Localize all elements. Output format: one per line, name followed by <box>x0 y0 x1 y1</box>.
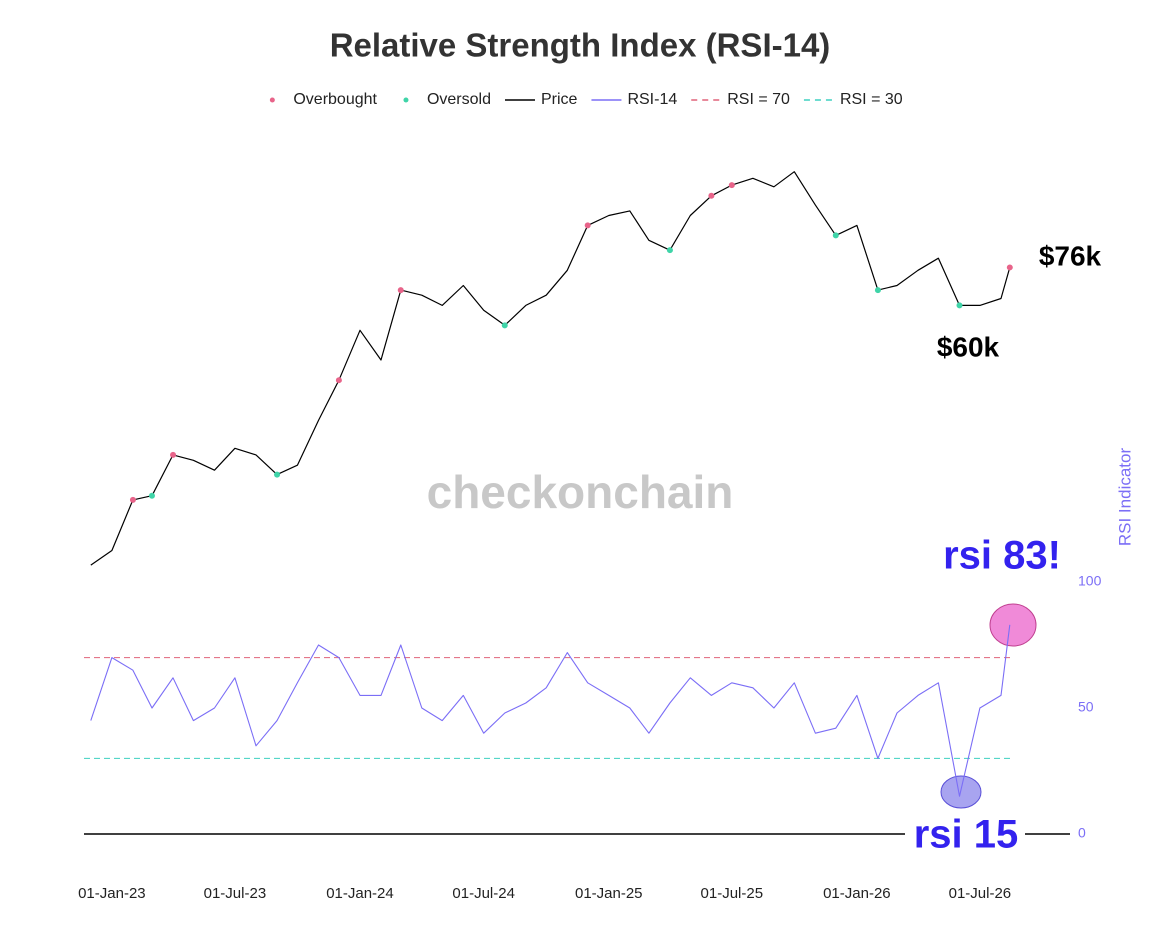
x-tick-label: 01-Jul-25 <box>701 885 764 902</box>
legend-label: RSI = 70 <box>727 91 790 108</box>
marker-point <box>1006 264 1013 271</box>
marker-point <box>335 377 342 384</box>
marker-point <box>956 302 963 309</box>
y2-axis-label: RSI Indicator <box>1115 448 1134 547</box>
annotation: rsi 15 <box>914 813 1019 857</box>
legend-label: RSI-14 <box>627 91 677 108</box>
rsi-line <box>90 624 1011 797</box>
marker-point <box>274 471 281 478</box>
highlight-circle <box>989 603 1037 647</box>
marker-point <box>832 232 839 239</box>
x-tick-label: 01-Jan-26 <box>823 885 891 902</box>
annotation: $60k <box>937 331 1000 362</box>
y2-tick-label: 100 <box>1078 573 1102 589</box>
annotation-background <box>905 816 1025 854</box>
x-tick-label: 01-Jul-26 <box>949 885 1012 902</box>
marker-point <box>129 496 136 503</box>
legend-label: Overbought <box>293 91 377 108</box>
x-tick-label: 01-Jan-25 <box>575 885 643 902</box>
marker-point <box>501 322 508 329</box>
marker-point <box>170 451 177 458</box>
marker-point <box>584 222 591 229</box>
x-tick-label: 01-Jul-23 <box>204 885 267 902</box>
legend-symbol <box>269 97 275 103</box>
marker-point <box>874 287 881 294</box>
marker-point <box>708 192 715 199</box>
marker-point <box>397 287 404 294</box>
annotation: $76k <box>1039 240 1102 271</box>
legend-symbol <box>403 97 409 103</box>
y2-tick-label: 50 <box>1078 699 1094 715</box>
legend-label: Price <box>541 91 578 108</box>
x-tick-label: 01-Jan-23 <box>78 885 146 902</box>
x-tick-label: 01-Jul-24 <box>452 885 515 902</box>
marker-point <box>148 492 155 499</box>
legend-label: RSI = 30 <box>840 91 903 108</box>
x-tick-label: 01-Jan-24 <box>326 885 394 902</box>
legend-label: Oversold <box>427 91 491 108</box>
y2-tick-label: 0 <box>1078 825 1086 841</box>
annotation: rsi 83! <box>943 534 1061 578</box>
chart-title: Relative Strength Index (RSI-14) <box>330 27 831 64</box>
marker-point <box>666 247 673 254</box>
price-line <box>90 171 1011 566</box>
marker-point <box>728 182 735 189</box>
watermark: checkonchain <box>427 466 734 518</box>
